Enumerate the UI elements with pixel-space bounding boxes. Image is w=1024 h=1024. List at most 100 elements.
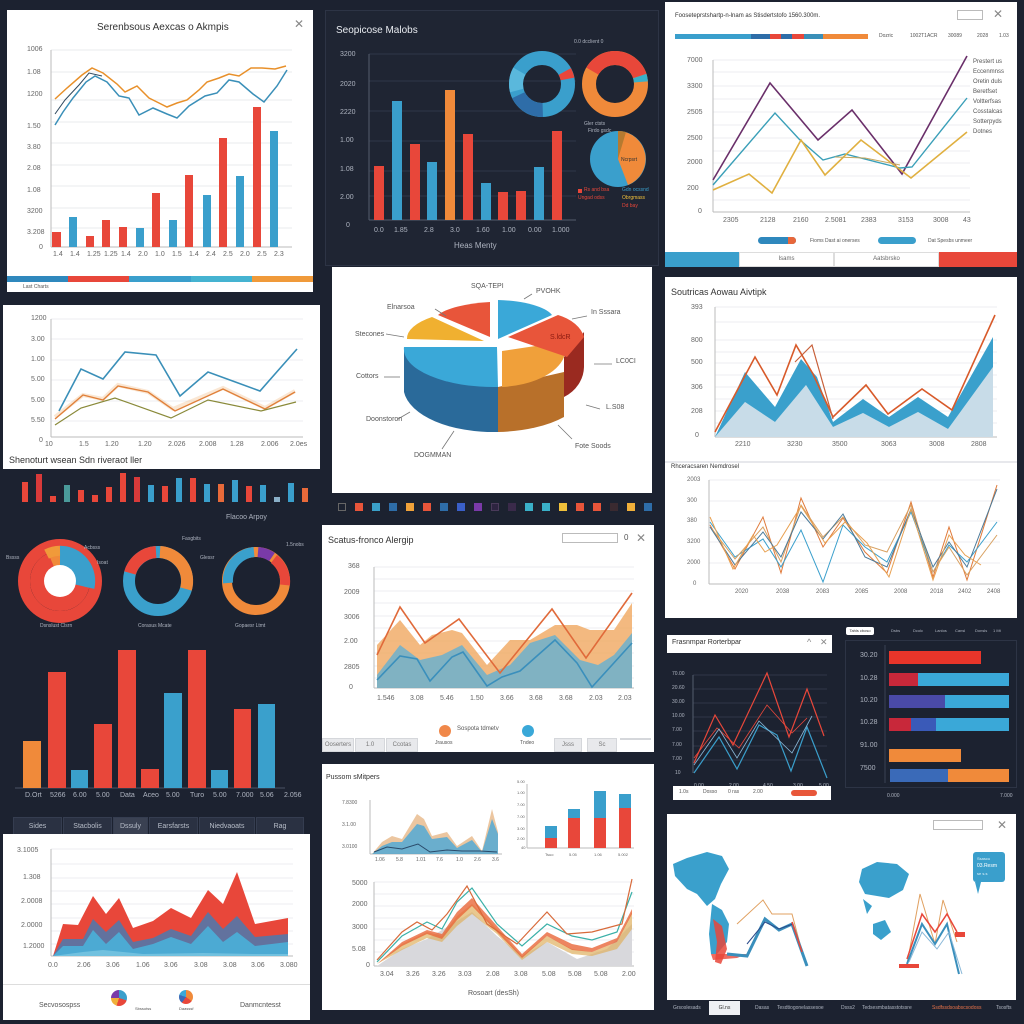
collapse-icon[interactable]: ^	[807, 637, 812, 647]
legend-item-2: Tndeo	[520, 740, 535, 746]
x-axis-label: Rosoart (desSh)	[468, 990, 519, 997]
toggle-1[interactable]	[758, 237, 796, 244]
color-swatch-row	[338, 503, 658, 513]
chart-caption: Shenoturt wsean Sdn riveraot ller	[9, 455, 143, 465]
footer-button-3[interactable]: Jsss	[554, 738, 582, 752]
tab[interactable]: Dozric	[879, 33, 894, 39]
donut-1-label-c: Isoat	[97, 560, 108, 566]
chart-plot	[373, 566, 634, 689]
bar-plot	[368, 51, 648, 221]
panel-line-chart-small: 1200 3.00 1.00 5.00 5.00 5.50 0 10 1.5 1…	[3, 305, 320, 469]
footer-button-1[interactable]: Isams	[739, 252, 834, 267]
tab[interactable]: Lanlos	[935, 628, 947, 633]
mini-bar-label: Flacoo Arpoy	[226, 514, 267, 521]
chart-title-area: Soutricas Aowau Aivtipk	[671, 287, 767, 297]
panel-bar-line-chart: Serenbsous Aexcas o Akmpis ✕ 1006 1.08 1…	[7, 10, 314, 292]
color-strip	[675, 34, 869, 39]
footer-select[interactable]: 1.0	[355, 738, 385, 752]
legend-title: Sospota tdmetv	[457, 726, 499, 732]
chart-plot	[712, 55, 970, 213]
footer-dropdown[interactable]	[620, 738, 651, 740]
panel-combined-charts: Pussom sMitpers 7.8300 3.1.00 3.0100 1.0…	[322, 764, 654, 1010]
search-input[interactable]	[562, 533, 618, 543]
chart-title: Serenbsous Aexcas o Akmpis	[97, 22, 229, 33]
donut-3-caption: Gopaesr Ltmt	[235, 623, 266, 629]
donut-row	[15, 539, 291, 789]
toggle-1-label: Fioms Dast ai onerses	[810, 238, 860, 244]
tab[interactable]: Dcolc	[913, 628, 924, 633]
tab[interactable]: Cansl	[955, 628, 966, 633]
donut-chart-1	[18, 539, 102, 623]
footer-button-2[interactable]: Ccotas	[386, 738, 418, 752]
panel-dark-bar-donut: Seopicose Malobs 3200 2020 2220 1.00 1.0…	[325, 10, 659, 266]
chart-title: Pussom sMitpers	[326, 774, 380, 781]
close-icon[interactable]: ✕	[993, 7, 1004, 21]
pie-inner-label: Ncrpsrt	[621, 157, 638, 163]
dark-line-footer: 1.0s Dosso 0 ras 2.00	[673, 786, 831, 800]
tab[interactable]: Donsls	[975, 628, 988, 633]
chart-title: Fooseteprstshartp-n-lnam as Stisdertstof…	[675, 13, 821, 19]
chart-title-line: Rhceracsaren Nemdrosel	[671, 464, 740, 470]
map-plot	[673, 852, 965, 975]
search-input[interactable]	[957, 10, 983, 20]
panel-3d-pie-chart: SQA-TEPI PVOHK In Sssara S.ldcR LC0CI L.…	[332, 267, 652, 493]
close-icon[interactable]: ✕	[997, 818, 1008, 832]
panel-horizontal-bars: Tahls cboso Dsbs Dcolc Lanlos Cansl Dons…	[843, 625, 1021, 799]
progress-slider[interactable]	[791, 790, 817, 796]
close-icon[interactable]: ✕	[820, 637, 828, 647]
chart-plot	[50, 848, 293, 957]
donut-3-label-b: 1.5nobs	[286, 542, 304, 548]
legend-item-1: Jrausos	[435, 740, 453, 746]
legend-dot-orange	[439, 725, 451, 737]
chart-plot	[692, 671, 828, 779]
tab[interactable]: Dsbs	[891, 628, 901, 633]
footer-bar: Isams Aatsbrsko	[665, 252, 1017, 267]
toggle-2[interactable]	[878, 237, 916, 244]
donut-chart-blue	[509, 51, 575, 117]
footer-active-tab[interactable]: Gl.ns	[709, 1001, 740, 1015]
search-input[interactable]	[933, 820, 983, 830]
tab[interactable]: 1.03	[999, 33, 1009, 39]
area-plot	[665, 306, 1017, 463]
legend-label-2: Daasssf	[179, 1006, 194, 1011]
footer-button-4[interactable]: Sc	[587, 738, 617, 752]
tab[interactable]: 30089	[948, 33, 962, 39]
chart-title: Seopicose Malobs	[336, 25, 418, 36]
small-area-plot	[369, 784, 634, 967]
footer-left-label: Secvosospss	[39, 1002, 81, 1009]
legend-dot-blue	[522, 725, 534, 737]
footer-button-2[interactable]: Aatsbrsko	[834, 252, 939, 267]
chart-title: Scatus-fronco Alergip	[328, 535, 414, 545]
panel-dark-line-chart: Frasnmpar Rorterbpar ^ ✕ 70.00 20.60 30.…	[667, 633, 835, 803]
x-axis-label: Heas Menty	[454, 241, 497, 250]
donut-2-caption: Corasus Mcate	[138, 623, 172, 629]
pie-chart	[590, 130, 646, 187]
panel-area-and-line: Soutricas Aowau Aivtipk 393 800 500 306 …	[665, 277, 1017, 618]
pie-3d	[384, 293, 612, 450]
panel-bottom-area-chart: 3.1005 1.308 2.0008 2.0000 1.2000 0.0 2.…	[3, 834, 310, 1020]
donut-3-label-a: Glessr	[200, 555, 215, 561]
donut-1-label-a: Bssss	[6, 555, 20, 561]
color-strip	[7, 276, 314, 282]
divider	[3, 984, 310, 985]
tab[interactable]: 1 Mt	[993, 628, 1001, 633]
pie-label: Gler ctsts	[584, 121, 606, 127]
close-icon[interactable]: ✕	[636, 531, 647, 545]
pie-sub: Firdo gsdc	[588, 128, 612, 134]
donut-2-label: Fasgbits	[182, 536, 201, 542]
panel-multi-line-chart: Fooseteprstshartp-n-lnam as Stisdertstof…	[665, 2, 1017, 267]
chart-plot	[50, 49, 292, 248]
tab[interactable]: 1002T1ACR	[910, 33, 938, 39]
chart-plot	[50, 318, 303, 438]
tab-stacbolis[interactable]: Stacbolis	[63, 817, 112, 837]
multi-line-plot	[708, 479, 1000, 585]
close-icon[interactable]: ✕	[294, 17, 305, 31]
panel-world-map: ✕ Ssascu 03.Resm se s.s	[667, 814, 1016, 1000]
donut-chart-2	[123, 546, 194, 616]
title-bar: Frasnmpar Rorterbpar ^ ✕	[667, 635, 832, 653]
panel-stacked-area-chart: Scatus-fronco Alergip 0 ✕ 368 2009 3006 …	[322, 525, 654, 752]
tab-active[interactable]: Tahls cboso	[846, 627, 874, 635]
tab[interactable]: 2028	[977, 33, 989, 39]
footer-button-1[interactable]: Ooserters	[322, 738, 354, 752]
panel-dark-donuts-bars: Bssss Acbsss Isoat Dsnslust Clsrn Fasgbi…	[0, 525, 320, 837]
